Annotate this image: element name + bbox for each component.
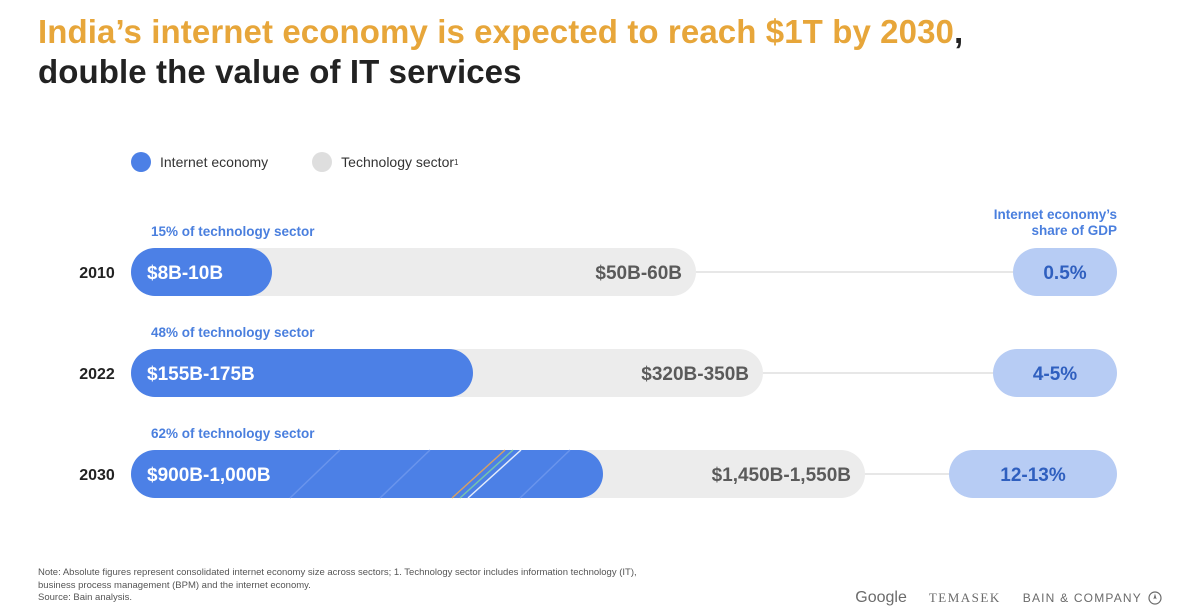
legend-swatch-internet [131, 152, 151, 172]
title-comma: , [954, 13, 964, 50]
bar-decoration-streak [467, 449, 522, 499]
footnote-line2: business process management (BPM) and th… [38, 579, 311, 591]
tech-bar-2010 [131, 248, 696, 296]
chart-title: India’s internet economy is expected to … [38, 12, 963, 92]
share-of-tech-label-2022: 48% of technology sector [151, 325, 315, 340]
legend-label-tech: Technology sector [341, 154, 455, 170]
gdp-header-line1: Internet economy’s [993, 207, 1117, 222]
gdp-share-header: Internet economy’s share of GDP [917, 207, 1117, 239]
temasek-logo: TEMASEK [928, 590, 1001, 605]
gdp-share-pill-2010 [1013, 248, 1117, 296]
bain-logo: BAIN & COMPANY [1023, 591, 1162, 605]
legend-footnote-marker: 1 [454, 157, 459, 167]
internet-value-label-2022: $155B-175B [147, 364, 255, 385]
google-logo: Google [855, 589, 907, 606]
bar-decoration-streak [451, 449, 506, 499]
title-line2: double the value of IT services [38, 53, 522, 90]
internet-value-label-2010: $8B-10B [147, 263, 223, 284]
compass-icon [1148, 591, 1162, 605]
year-label-2022: 2022 [79, 366, 115, 383]
gdp-share-label-2030: 12-13% [1000, 465, 1066, 486]
footnote-line1: Note: Absolute figures represent consoli… [38, 567, 637, 578]
legend-item-tech: Technology sector 1 [312, 152, 458, 172]
footnote-source: Source: Bain analysis. [38, 592, 132, 603]
partner-logos: Google TEMASEK BAIN & COMPANY [855, 589, 1162, 607]
share-of-tech-label-2010: 15% of technology sector [151, 224, 315, 239]
legend-item-internet: Internet economy [131, 152, 268, 172]
bain-logo-text: BAIN & COMPANY [1022, 591, 1142, 605]
tech-value-label-2030: $1,450B-1,550B [712, 465, 851, 486]
bar-decoration-streak [289, 449, 341, 499]
internet-bar-2030 [131, 450, 603, 498]
tech-value-label-2010: $50B-60B [595, 263, 682, 284]
legend: Internet economy Technology sector 1 [131, 152, 502, 172]
gdp-share-label-2010: 0.5% [1043, 263, 1086, 284]
gdp-header-line2: share of GDP [1031, 223, 1117, 238]
gdp-share-pill-2030 [949, 450, 1117, 498]
legend-label-internet: Internet economy [160, 154, 269, 170]
bar-decoration-streak [379, 449, 431, 499]
footnote: Note: Absolute figures represent consoli… [38, 567, 738, 605]
bar-decoration-streak [459, 449, 514, 499]
title-accent: India’s internet economy is expected to … [38, 13, 954, 50]
share-of-tech-label-2030: 62% of technology sector [151, 426, 315, 441]
legend-swatch-tech [312, 152, 333, 172]
gdp-share-pill-2022 [993, 349, 1117, 397]
year-label-2010: 2010 [79, 265, 115, 282]
year-label-2030: 2030 [79, 467, 115, 484]
internet-value-label-2030: $900B-1,000B [147, 465, 271, 486]
bar-decoration-streak [519, 449, 571, 499]
tech-value-label-2022: $320B-350B [641, 364, 749, 385]
internet-bar-2010 [131, 248, 272, 296]
gdp-share-label-2022: 4-5% [1033, 364, 1077, 385]
internet-bar-2022 [131, 349, 473, 397]
